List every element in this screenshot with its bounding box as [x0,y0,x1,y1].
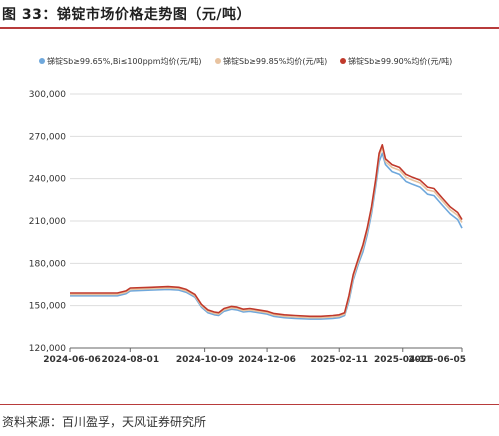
gridlines [70,93,462,307]
series-lines [70,144,463,320]
y-tick-label: 240,000 [29,175,66,185]
x-axis: 2024-06-06 2024-08-01 2024-10-09 2024-12-06… [43,347,466,365]
series-line-3 [70,144,463,318]
series-line-2 [70,146,463,319]
x-tick-label: 2024-12-06 [238,355,296,365]
title-divider [0,27,499,29]
chart-legend: 锑锭Sb≥99.65%,Bi≤100ppm均价(元/吨) 锑锭Sb≥99.85%均… [39,56,452,66]
y-tick-label: 300,000 [29,90,66,100]
legend-label-2: 锑锭Sb≥99.85%均价(元/吨) [223,56,327,66]
legend-marker-2 [215,58,221,64]
antimony-price-line-chart: 锑锭Sb≥99.65%,Bi≤100ppm均价(元/吨) 锑锭Sb≥99.85%均… [29,56,466,365]
source-note: 资料来源：百川盈孚，天风证券研究所 [2,415,207,429]
x-tick-label: 2024-06-06 [43,355,101,365]
legend-label-1: 锑锭Sb≥99.65%,Bi≤100ppm均价(元/吨) [47,56,201,66]
x-tick-label: 2024-08-01 [102,355,160,365]
y-tick-label: 270,000 [29,132,66,142]
legend-marker-1 [39,58,45,64]
figure-title: 图 33：锑锭市场价格走势图（元/吨） [2,7,251,23]
x-tick-label: 2025-02-11 [310,355,368,365]
x-tick-label: 2024-10-09 [176,355,234,365]
source-divider [0,404,499,405]
y-tick-label: 180,000 [29,259,66,269]
x-tick-label: 2025-04-11 [374,355,432,365]
legend-label-3: 锑锭Sb≥99.90%均价(元/吨) [348,56,452,66]
x-tick-label: 2025-06-05 [408,355,466,365]
y-tick-label: 210,000 [29,217,66,227]
y-tick-label: 120,000 [29,344,66,354]
legend-marker-3 [340,58,346,64]
y-tick-label: 150,000 [29,302,66,312]
series-line-1 [70,152,463,320]
y-axis: 120,000 150,000 180,000 210,000 240,000 270,0… [29,90,66,354]
